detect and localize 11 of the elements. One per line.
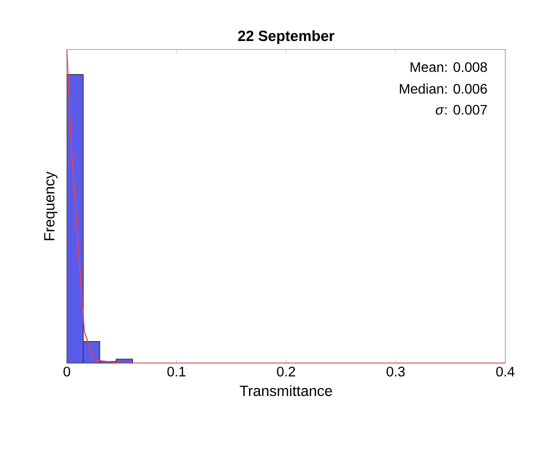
x-tick-label: 0.3 — [386, 366, 405, 376]
y-axis-title: Frequency — [44, 171, 58, 240]
annotation: Mean: 0.008 — [410, 62, 487, 72]
x-tick-label: 0 — [64, 366, 70, 376]
chart-title: 22 September — [238, 30, 334, 44]
x-tick-label: 0.2 — [277, 366, 295, 376]
x-axis-title: Transmittance — [240, 385, 332, 396]
annotation: σ: 0.007 — [436, 104, 487, 115]
annotation: Median: 0.006 — [400, 83, 487, 94]
x-tick-label: 0.4 — [496, 366, 514, 376]
x-tick-label: 0.1 — [167, 366, 186, 376]
